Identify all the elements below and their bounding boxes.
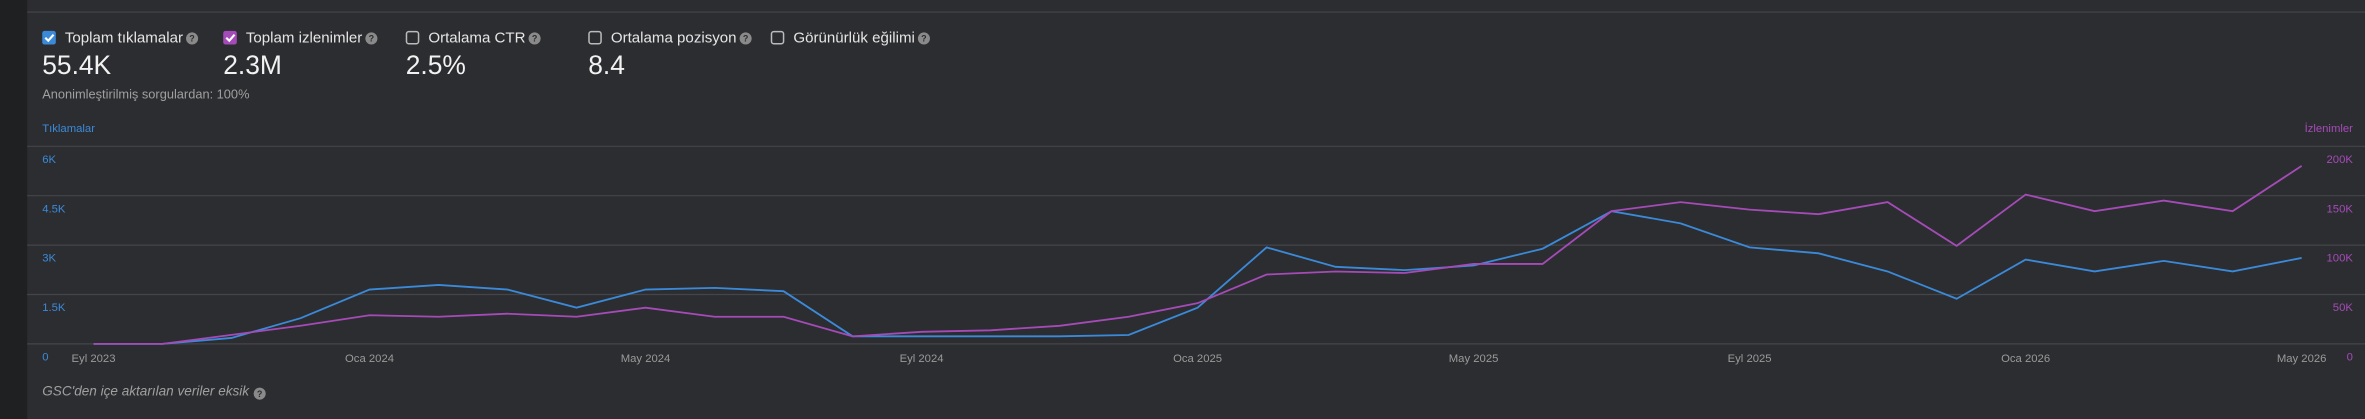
metric-value: 8.4: [588, 50, 625, 80]
checkbox[interactable]: [588, 30, 602, 45]
y-tick-label: 3K: [42, 253, 56, 265]
metric-label: Ortalama CTR: [428, 29, 525, 46]
metric-label: Toplam tıklamalar: [65, 29, 183, 46]
metric-label: Ortalama pozisyon: [611, 29, 737, 46]
x-tick-label: Oca 2025: [1173, 353, 1222, 365]
x-tick-label: Oca 2024: [345, 353, 394, 365]
metric-value: 2.3M: [223, 50, 282, 80]
checkbox[interactable]: [42, 30, 56, 45]
y-tick-label: 0: [42, 351, 48, 363]
check-mark: [44, 33, 55, 43]
y-tick-label: 4.5K: [42, 203, 66, 215]
help-icon[interactable]: [528, 32, 541, 45]
checkbox[interactable]: [405, 30, 420, 45]
help-icon[interactable]: [253, 387, 266, 400]
help-glyph: ?: [369, 34, 375, 44]
x-tick-label: Eyl 2023: [72, 353, 116, 365]
y2-tick-label: 50K: [2333, 302, 2354, 314]
x-tick-label: May 2026: [2277, 353, 2327, 365]
y2-tick-label: 0: [2347, 351, 2353, 363]
metric-value: 2.5%: [406, 50, 466, 80]
checkbox[interactable]: [770, 30, 785, 45]
help-glyph: ?: [189, 34, 195, 44]
x-tick-label: Eyl 2024: [900, 353, 944, 365]
help-icon[interactable]: [365, 32, 378, 45]
help-icon[interactable]: [917, 32, 930, 45]
x-tick-label: May 2025: [1449, 353, 1499, 365]
footer: GSC'den içe aktarılan veriler eksik: [42, 384, 250, 399]
series-line: [93, 210, 2302, 345]
x-tick-label: Eyl 2025: [1728, 353, 1772, 365]
help-glyph: ?: [743, 34, 749, 44]
y-tick-label: 1.5K: [42, 302, 66, 314]
x-tick-label: Oca 2026: [2001, 353, 2050, 365]
x-tick-label: May 2024: [621, 353, 671, 365]
metric-label: Görünürlük eğilimi: [793, 29, 915, 46]
metric-value: 55.4K: [42, 50, 111, 80]
help-glyph: ?: [257, 389, 263, 399]
sidebar-edge: [0, 0, 28, 419]
metric-label: Toplam izlenimler: [246, 29, 362, 46]
y2-tick-label: 200K: [2327, 154, 2354, 166]
help-icon[interactable]: [186, 32, 199, 45]
y2-tick-label: 100K: [2327, 253, 2354, 265]
check-mark: [225, 33, 236, 43]
help-glyph: ?: [532, 34, 538, 44]
y2-tick-label: 150K: [2327, 203, 2354, 215]
y2-axis-title: İzlenimler: [2305, 122, 2354, 135]
y-tick-label: 6K: [42, 154, 56, 166]
help-glyph: ?: [921, 34, 927, 44]
help-icon[interactable]: [739, 32, 752, 45]
note: Anonimleştirilmiş sorgulardan: 100%: [42, 86, 249, 101]
series-line: [93, 165, 2303, 345]
y-axis-title: Tıklamalar: [42, 123, 95, 135]
checkbox[interactable]: [223, 30, 237, 45]
